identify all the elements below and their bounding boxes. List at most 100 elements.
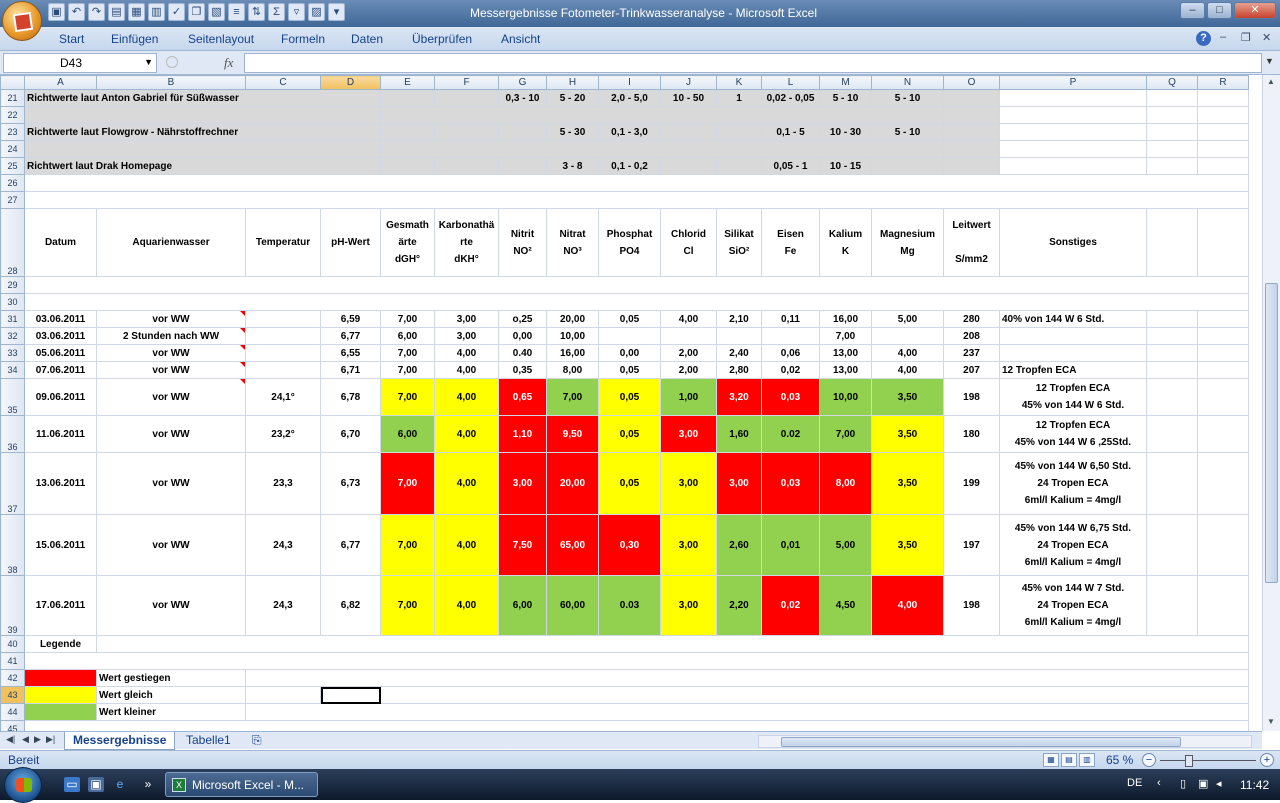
- page-layout-view-icon[interactable]: ▤: [1061, 753, 1077, 767]
- legend-swatch-yellow[interactable]: [24, 686, 97, 704]
- cell[interactable]: [1146, 310, 1198, 328]
- header-magnesium[interactable]: Magnesium Mg: [871, 208, 944, 277]
- chart-icon[interactable]: ▨: [308, 3, 325, 21]
- cell[interactable]: [380, 157, 435, 175]
- cell-phosphat[interactable]: 0.03: [598, 575, 661, 636]
- column-header-m[interactable]: M: [819, 75, 872, 90]
- cell[interactable]: 0,02 - 0,05: [761, 89, 820, 107]
- cell[interactable]: [1197, 415, 1249, 453]
- cell[interactable]: [999, 106, 1147, 124]
- sum-icon[interactable]: Σ: [268, 3, 285, 21]
- cell-ph[interactable]: 6,77: [320, 327, 381, 345]
- cell-kalium[interactable]: 5,00: [819, 514, 872, 576]
- cell[interactable]: [1146, 208, 1198, 277]
- cell-magnesium[interactable]: 5,00: [871, 310, 944, 328]
- cell[interactable]: [380, 686, 1249, 704]
- normal-view-icon[interactable]: ▦: [1043, 753, 1059, 767]
- cell[interactable]: [1197, 575, 1249, 636]
- cell-leitwert[interactable]: 199: [943, 452, 1000, 515]
- filter-icon[interactable]: ▿: [288, 3, 305, 21]
- cell[interactable]: [1146, 344, 1198, 362]
- cell[interactable]: [24, 106, 381, 124]
- cell[interactable]: [943, 157, 1000, 175]
- taskbar-excel-button[interactable]: X Microsoft Excel - M...: [165, 772, 318, 797]
- cell[interactable]: [434, 157, 499, 175]
- column-header-e[interactable]: E: [380, 75, 435, 90]
- legend-label[interactable]: Wert kleiner: [96, 703, 246, 721]
- cell[interactable]: [24, 293, 1249, 311]
- column-header-p[interactable]: P: [999, 75, 1147, 90]
- help-icon[interactable]: ?: [1196, 31, 1211, 46]
- cell-magnesium[interactable]: 4,00: [871, 344, 944, 362]
- sort-icon[interactable]: ⇅: [248, 3, 265, 21]
- cell[interactable]: [24, 140, 381, 158]
- legend-label[interactable]: Wert gestiegen: [96, 669, 246, 687]
- tab-seitenlayout[interactable]: Seitenlayout: [188, 32, 255, 46]
- cell[interactable]: [245, 669, 1249, 687]
- cell-gh[interactable]: 7,00: [380, 452, 435, 515]
- cell-nitrat[interactable]: 16,00: [546, 344, 599, 362]
- cell-kalium[interactable]: 8,00: [819, 452, 872, 515]
- cell-silikat[interactable]: 3,20: [716, 378, 762, 416]
- cell[interactable]: [871, 157, 944, 175]
- cell[interactable]: [999, 157, 1147, 175]
- cell-temperatur[interactable]: 24,3: [245, 514, 321, 576]
- cell-sonstiges[interactable]: 45% von 144 W 7 Std. 24 Tropen ECA 6ml/l K…: [999, 575, 1147, 636]
- cell[interactable]: [1197, 327, 1249, 345]
- cell-phosphat[interactable]: 0,00: [598, 344, 661, 362]
- cell-gh[interactable]: 7,00: [380, 378, 435, 416]
- cell-leitwert[interactable]: 208: [943, 327, 1000, 345]
- cell-nitrit[interactable]: 0,35: [498, 361, 547, 379]
- formula-input[interactable]: [244, 53, 1262, 73]
- cell-temperatur[interactable]: [245, 361, 321, 379]
- cell-ph[interactable]: 6,71: [320, 361, 381, 379]
- cell-eisen[interactable]: [761, 327, 820, 345]
- row-header[interactable]: 42: [0, 669, 25, 687]
- cell[interactable]: [1146, 123, 1198, 141]
- vertical-scrollbar[interactable]: ▲ ▼: [1262, 75, 1280, 731]
- header-karbonathaerte[interactable]: Karbonathä rte dKH°: [434, 208, 499, 277]
- cell-sonstiges[interactable]: 45% von 144 W 6,50 Std. 24 Tropen ECA 6ml/…: [999, 452, 1147, 515]
- cell[interactable]: 0,05 - 1: [761, 157, 820, 175]
- row-header[interactable]: 35: [0, 378, 25, 416]
- cell-eisen[interactable]: 0.02: [761, 415, 820, 453]
- row-header[interactable]: 30: [0, 293, 25, 311]
- cell-aquarienwasser[interactable]: vor WW: [96, 344, 246, 362]
- copy-icon[interactable]: ❐: [188, 3, 205, 21]
- close-icon[interactable]: ✕: [1234, 2, 1276, 19]
- header-nitrit[interactable]: Nitrit NO²: [498, 208, 547, 277]
- prev-sheet-icon[interactable]: ◀: [22, 734, 29, 744]
- row-header[interactable]: 38: [0, 514, 25, 576]
- cell[interactable]: [1146, 106, 1198, 124]
- cell-sonstiges[interactable]: 12 Tropfen ECA 45% von 144 W 6 Std.: [999, 378, 1147, 416]
- column-header-a[interactable]: A: [24, 75, 97, 90]
- cell[interactable]: [1197, 310, 1249, 328]
- cell-leitwert[interactable]: 198: [943, 575, 1000, 636]
- column-header-j[interactable]: J: [660, 75, 717, 90]
- header-aquarienwasser[interactable]: Aquarienwasser: [96, 208, 246, 277]
- header-temperatur[interactable]: Temperatur: [245, 208, 321, 277]
- cell[interactable]: [1197, 514, 1249, 576]
- cell-silikat[interactable]: [716, 327, 762, 345]
- cell-ph[interactable]: 6,55: [320, 344, 381, 362]
- cell-datum[interactable]: 05.06.2011: [24, 344, 97, 362]
- cell[interactable]: [999, 89, 1147, 107]
- column-header-b[interactable]: B: [96, 75, 246, 90]
- cell[interactable]: [24, 191, 1249, 209]
- cell-datum[interactable]: 11.06.2011: [24, 415, 97, 453]
- cell-nitrat[interactable]: 9,50: [546, 415, 599, 453]
- cell-datum[interactable]: 03.06.2011: [24, 310, 97, 328]
- cell-leitwert[interactable]: 197: [943, 514, 1000, 576]
- tab-ansicht[interactable]: Ansicht: [501, 32, 541, 46]
- worksheet-grid[interactable]: A B C D E F G H I J K L M N O P Q R 21 R…: [0, 75, 1262, 731]
- tab-ueberpruefen[interactable]: Überprüfen: [412, 32, 473, 46]
- cell[interactable]: [1197, 106, 1249, 124]
- row-header[interactable]: 28: [0, 208, 25, 277]
- cell-leitwert[interactable]: 237: [943, 344, 1000, 362]
- cell-magnesium[interactable]: [871, 327, 944, 345]
- cell[interactable]: [380, 89, 435, 107]
- row-header[interactable]: 37: [0, 452, 25, 515]
- cell-phosphat[interactable]: 0,05: [598, 310, 661, 328]
- cell[interactable]: [245, 703, 1249, 721]
- cell[interactable]: 5 - 10: [871, 89, 944, 107]
